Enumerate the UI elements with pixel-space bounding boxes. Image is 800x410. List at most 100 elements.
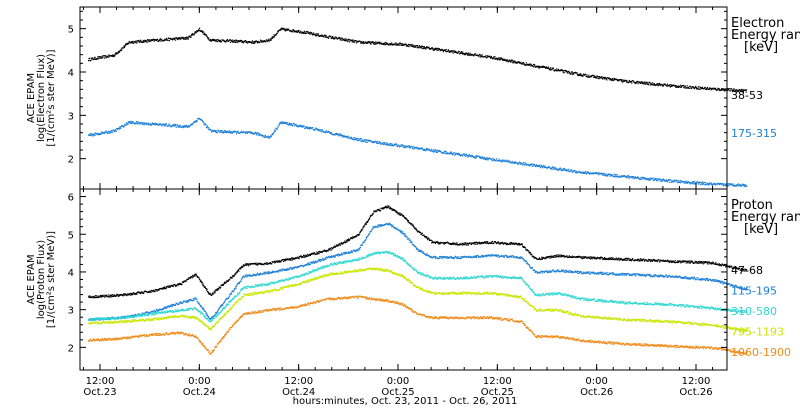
- data-point: [742, 185, 744, 187]
- data-point: [430, 150, 432, 152]
- data-point: [624, 175, 626, 177]
- data-point: [174, 37, 176, 39]
- data-point: [204, 310, 206, 312]
- data-point: [293, 267, 296, 269]
- data-point: [225, 281, 228, 283]
- data-point: [152, 39, 154, 41]
- data-point: [401, 213, 403, 215]
- data-point: [700, 183, 702, 186]
- data-point: [242, 275, 245, 277]
- data-point: [391, 207, 393, 210]
- data-point: [583, 171, 585, 174]
- data-point: [312, 252, 314, 254]
- data-point: [713, 183, 715, 185]
- data-point: [511, 161, 513, 163]
- data-point: [251, 40, 253, 42]
- data-point: [308, 264, 311, 266]
- data-point: [423, 234, 425, 236]
- data-point: [224, 130, 226, 132]
- data-point: [652, 84, 655, 86]
- data-point: [263, 40, 265, 43]
- data-point: [614, 77, 616, 79]
- data-point: [463, 242, 466, 244]
- data-point: [473, 243, 475, 245]
- data-point: [618, 175, 620, 177]
- data-point: [123, 294, 125, 296]
- data-point: [170, 306, 173, 308]
- data-point: [416, 230, 418, 232]
- data-point: [416, 45, 419, 47]
- data-point: [156, 123, 158, 126]
- data-point: [361, 42, 363, 44]
- data-point: [163, 287, 165, 289]
- data-point: [583, 74, 585, 76]
- data-point: [175, 304, 177, 306]
- data-point: [541, 258, 543, 260]
- data-point: [465, 53, 467, 55]
- data-point: [97, 56, 99, 58]
- data-point: [236, 41, 238, 43]
- data-point: [300, 126, 302, 128]
- data-point: [706, 182, 709, 184]
- data-point: [509, 242, 511, 244]
- data-point: [246, 132, 248, 134]
- data-point: [407, 43, 410, 45]
- data-point: [291, 31, 293, 33]
- data-point: [181, 126, 183, 128]
- data-point: [156, 290, 158, 292]
- data-point: [451, 243, 453, 245]
- data-point: [485, 159, 487, 161]
- data-point: [123, 125, 125, 127]
- data-point: [422, 48, 424, 50]
- data-point: [665, 179, 667, 181]
- data-point: [244, 276, 246, 278]
- data-point: [599, 257, 601, 259]
- data-point: [254, 42, 256, 44]
- data-point: [499, 160, 501, 162]
- data-point: [692, 180, 694, 183]
- data-point: [245, 276, 247, 278]
- data-point: [598, 174, 600, 176]
- data-point: [104, 131, 106, 133]
- data-point: [595, 76, 597, 78]
- data-point: [432, 151, 434, 153]
- data-point: [244, 264, 246, 266]
- data-point: [325, 130, 328, 132]
- data-point: [169, 285, 171, 287]
- data-point: [330, 257, 332, 259]
- data-point: [629, 258, 631, 260]
- data-point: [745, 91, 747, 93]
- data-point: [272, 133, 274, 135]
- data-point: [132, 121, 134, 123]
- data-point: [587, 76, 589, 78]
- data-point: [466, 54, 468, 56]
- data-point: [130, 122, 132, 124]
- data-point: [179, 284, 181, 286]
- data-point: [398, 212, 400, 214]
- data-point: [552, 167, 554, 169]
- data-point: [202, 30, 204, 33]
- data-point: [604, 173, 606, 175]
- data-point: [521, 243, 523, 245]
- data-point: [366, 221, 368, 223]
- data-point: [380, 143, 382, 145]
- data-point: [206, 35, 208, 37]
- data-point: [166, 306, 168, 308]
- data-point: [284, 258, 286, 260]
- data-point: [233, 40, 235, 42]
- data-point: [249, 41, 251, 43]
- data-point: [482, 158, 484, 160]
- data-point: [706, 86, 709, 89]
- data-point: [561, 256, 563, 258]
- data-point: [702, 261, 704, 263]
- data-point: [577, 256, 579, 259]
- data-point: [525, 64, 527, 66]
- data-point: [406, 219, 408, 221]
- data-point: [412, 148, 414, 150]
- data-point: [307, 126, 309, 128]
- data-point: [580, 172, 582, 174]
- data-point: [362, 139, 364, 141]
- data-point: [165, 286, 167, 288]
- data-point: [560, 167, 562, 169]
- data-point: [240, 130, 243, 132]
